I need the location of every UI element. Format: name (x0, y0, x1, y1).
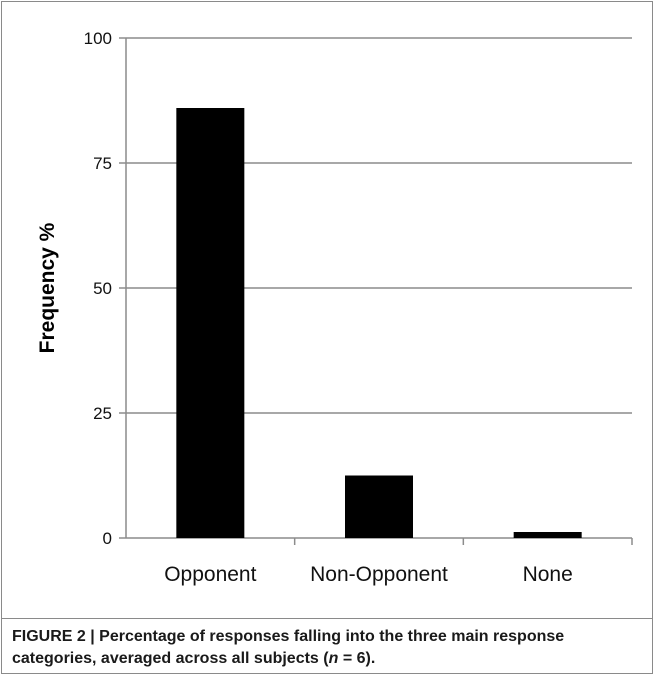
bar-opponent (176, 108, 245, 538)
bar-chart: 0 25 50 75 100 Opponent Non-Opponent None Freque… (36, 29, 633, 586)
y-axis-title: Frequency % (36, 222, 59, 353)
caption-text-part2: = 6). (338, 650, 376, 667)
figure-caption: FIGURE 2 | Percentage of responses falli… (12, 626, 642, 670)
y-tick-label-25: 25 (93, 404, 112, 423)
y-tick-label-75: 75 (93, 154, 112, 173)
bar-non-opponent (345, 475, 413, 538)
x-category-label-none: None (523, 563, 573, 586)
y-tick-label-0: 0 (103, 529, 112, 548)
caption-text-part1: Percentage of responses falling into the… (12, 628, 565, 667)
y-tick-label-100: 100 (84, 29, 112, 48)
caption-divider (1, 618, 653, 619)
bar-none (513, 532, 582, 538)
caption-label: FIGURE 2 | (12, 628, 100, 645)
labels: 0 25 50 75 100 Opponent Non-Opponent None Freque… (36, 29, 573, 586)
y-tick-label-50: 50 (93, 279, 112, 298)
caption-n-symbol: n (328, 650, 339, 667)
x-category-label-non-opponent: Non-Opponent (310, 563, 448, 586)
x-category-label-opponent: Opponent (164, 563, 256, 586)
bars (176, 108, 582, 538)
